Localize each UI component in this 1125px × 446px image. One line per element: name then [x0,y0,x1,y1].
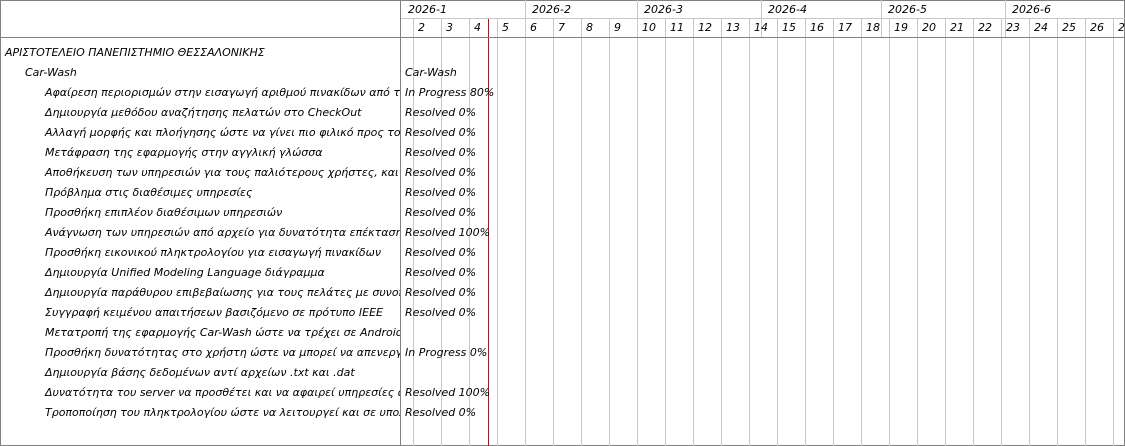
week-label: 18 [866,21,880,34]
task-name: Προσθήκη εικονικού πληκτρολογίου για εισ… [45,246,381,259]
week-label: 13 [726,21,740,34]
task-status: Resolved 0% [405,266,476,279]
task-name: Αφαίρεση περιορισμών στην εισαγωγή αριθμ… [44,86,451,99]
week-label: 10 [642,21,656,34]
task-names: ΑΡΙΣΤΟΤΕΛΕΙΟ ΠΑΝΕΠΙΣΤΗΜΙΟ ΘΕΣΣΑΛΟΝΙΚΗΣ Ca… [4,46,496,419]
task-status: Resolved 100% [405,226,490,239]
task-name: Προσθήκη δυνατότητας στο χρήστη ώστε να … [45,346,496,359]
week-label: 9 [614,21,621,34]
month-label: 2026-4 [768,3,807,16]
task-status: Resolved 0% [405,146,476,159]
week-label: 5 [502,21,509,34]
week-label: 15 [782,21,796,34]
week-label: 7 [558,21,565,34]
month-label: 2026-3 [644,3,683,16]
task-status: Resolved 100% [405,386,490,399]
task-status: Resolved 0% [405,286,476,299]
task-name: Τροποποίηση του πληκτρολογίου ώστε να λε… [45,406,443,419]
task-name: Συγγραφή κειμένου απαιτήσεων βασιζόμενο … [45,306,383,319]
task-name: Δημιουργία παράθυρου επιβεβαίωσης για το… [44,286,481,299]
task-status: Resolved 0% [405,246,476,259]
task-name: Μετάφραση της εφαρμογής στην αγγλική γλώ… [45,146,323,159]
task-status: Resolved 0% [405,106,476,119]
week-label: 12 [698,21,712,34]
task-status: Resolved 0% [405,406,476,419]
week-label: 17 [838,21,852,34]
task-name: Δημιουργία βάσης δεδομένων αντί αρχείων … [44,366,355,379]
task-status: Resolved 0% [405,126,476,139]
week-label: 3 [446,21,453,34]
week-label: 27 [1118,21,1125,34]
task-name: Δημιουργία μεθόδου αναζήτησης πελατών στ… [44,106,362,119]
task-name: Δημιουργία Unified Modeling Language διά… [44,266,325,279]
task-status: In Progress 80% [405,86,494,99]
week-label: 4 [474,21,481,34]
month-label: 2026-6 [1012,3,1051,16]
task-name: Δυνατότητα του server να προσθέτει και ν… [44,386,480,399]
month-label: 2026-5 [888,3,927,16]
task-status: Resolved 0% [405,186,476,199]
week-label: 19 [894,21,908,34]
task-name: Πρόβλημα στις διαθέσιμες υπηρεσίες [45,186,253,199]
task-status: Resolved 0% [405,206,476,219]
week-label: 14 [754,21,768,34]
task-status: Resolved 0% [405,166,476,179]
task-name: Car-Wash [25,66,77,79]
task-name: Αποθήκευση των υπηρεσιών για τους παλιότ… [44,166,450,179]
task-name: Μετατροπή της εφαρμογής Car-Wash ώστε να… [45,326,404,339]
week-label: 23 [1006,21,1020,34]
week-label: 20 [922,21,936,34]
week-label: 8 [586,21,593,34]
week-label: 25 [1062,21,1076,34]
task-status: Car-Wash [405,66,457,79]
week-label: 11 [670,21,684,34]
week-label: 2 [418,21,425,34]
task-status: Resolved 0% [405,306,476,319]
week-label: 21 [950,21,964,34]
task-status: In Progress 0% [405,346,487,359]
task-name: Αλλαγή μορφής και πλοήγησης ώστε να γίνε… [44,126,451,139]
month-label: 2026-2 [532,3,571,16]
week-label: 16 [810,21,824,34]
week-label: 6 [530,21,537,34]
task-name: ΑΡΙΣΤΟΤΕΛΕΙΟ ΠΑΝΕΠΙΣΤΗΜΙΟ ΘΕΣΣΑΛΟΝΙΚΗΣ [4,46,265,59]
week-label: 22 [978,21,992,34]
task-name: Ανάγνωση των υπηρεσιών από αρχείο για δυ… [44,226,409,239]
month-label: 2026-1 [408,3,447,16]
task-name: Προσθήκη επιπλέον διαθέσιμων υπηρεσιών [45,206,282,219]
week-label: 26 [1090,21,1104,34]
week-label: 24 [1034,21,1048,34]
timeline: 2026-1 2026-2 2026-3 2026-4 2026-5 2026-62 3 4 5… [400,0,1125,446]
